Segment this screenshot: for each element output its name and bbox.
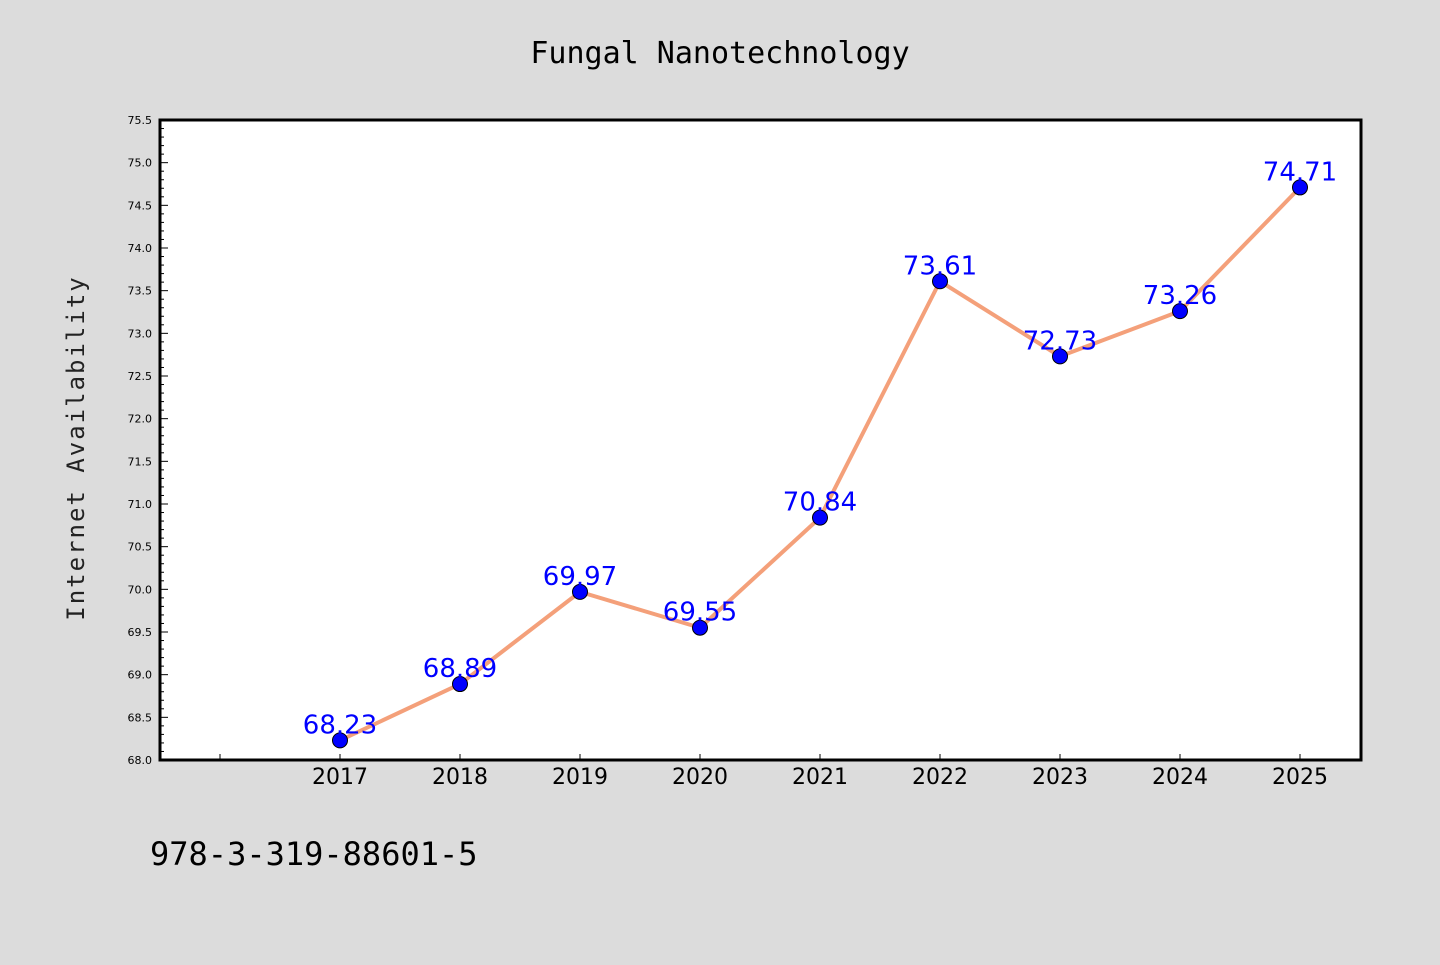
isbn-text: 978-3-319-88601-5 <box>150 835 478 873</box>
y-tick-label: 73.5 <box>128 285 153 298</box>
x-tick-label: 2020 <box>672 765 728 790</box>
data-label: 69.97 <box>543 562 617 592</box>
x-tick-label: 2018 <box>432 765 488 790</box>
data-label: 73.26 <box>1143 281 1217 311</box>
y-tick-label: 69.0 <box>128 669 153 682</box>
y-tick-label: 73.0 <box>128 327 153 340</box>
data-label: 73.61 <box>903 251 977 281</box>
y-tick-label: 72.0 <box>128 413 153 426</box>
x-tick-label: 2017 <box>312 765 368 790</box>
y-tick-label: 71.5 <box>128 455 153 468</box>
y-tick-label: 68.5 <box>128 711 153 724</box>
y-tick-label: 70.0 <box>128 583 153 596</box>
x-tick-label: 2025 <box>1272 765 1328 790</box>
x-tick-label: 2023 <box>1032 765 1088 790</box>
x-axis: 2017 2018 2019 2020 2021 2022 2023 2024 2025 <box>219 754 1328 790</box>
plot-area <box>158 118 1363 762</box>
x-tick-label: 2022 <box>912 765 968 790</box>
x-tick-label: 2021 <box>792 765 848 790</box>
x-tick-label: 2024 <box>1152 765 1208 790</box>
data-label: 74.71 <box>1263 157 1337 187</box>
data-point <box>452 676 468 693</box>
y-axis-label: Internet Availability <box>62 275 90 620</box>
y-tick-label: 71.0 <box>128 498 153 511</box>
data-point <box>932 273 948 290</box>
y-tick-label: 74.5 <box>128 199 153 212</box>
data-point <box>1172 303 1188 320</box>
y-tick-label: 75.5 <box>128 114 153 127</box>
data-label: 70.84 <box>783 488 857 518</box>
data-point <box>812 509 828 526</box>
data-point <box>692 619 708 636</box>
data-label-layer: 68.23 68.89 69.97 69.55 70.84 73.61 72.73 73.26… <box>303 157 1337 740</box>
data-point <box>572 583 588 600</box>
y-tick-label: 75.0 <box>128 157 153 170</box>
data-point <box>332 732 348 749</box>
y-axis: 68.0 68.5 69.0 69.5 70.0 70.5 71.0 71.5 72.0 72.5… <box>128 114 168 767</box>
data-label: 72.73 <box>1023 326 1097 356</box>
chart-title: Fungal Nanotechnology <box>530 36 909 71</box>
y-tick-label: 68.0 <box>128 754 153 767</box>
data-label: 68.89 <box>423 654 497 684</box>
y-tick-label: 70.5 <box>128 541 153 554</box>
x-tick-label: 2019 <box>552 765 608 790</box>
data-point <box>1292 179 1308 196</box>
y-tick-label: 74.0 <box>128 242 153 255</box>
data-point <box>1052 348 1068 365</box>
data-label: 69.55 <box>663 598 737 628</box>
data-label: 68.23 <box>303 710 377 740</box>
series-layer <box>332 179 1308 749</box>
y-tick-label: 69.5 <box>128 626 153 639</box>
y-tick-label: 72.5 <box>128 370 153 383</box>
